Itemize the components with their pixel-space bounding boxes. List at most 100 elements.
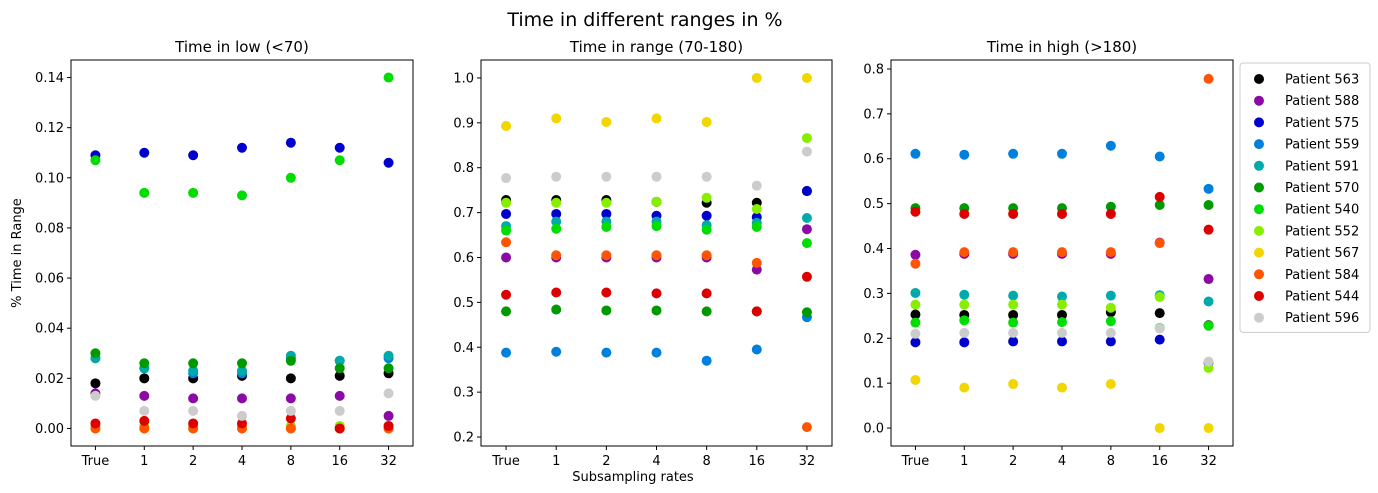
data-point	[237, 410, 247, 421]
data-point	[1057, 291, 1067, 302]
data-point	[334, 370, 345, 381]
data-point	[501, 225, 512, 236]
y-tick-label: 0.0	[863, 422, 884, 437]
data-point	[1154, 191, 1165, 202]
data-point	[1105, 327, 1116, 338]
x-tick-label: 8	[1107, 454, 1115, 469]
data-point	[801, 186, 812, 197]
data-point	[90, 378, 101, 389]
x-tick-label: True	[491, 454, 520, 469]
series-patient-544	[501, 271, 812, 317]
legend-label: Patient 540	[1285, 203, 1359, 218]
data-point	[139, 147, 150, 158]
legend-marker	[1254, 74, 1264, 84]
x-tick-label: True	[901, 454, 930, 469]
data-point	[959, 149, 970, 160]
x-tick-label: 32	[380, 454, 397, 469]
data-point	[334, 355, 345, 366]
x-tick-label: 2	[189, 454, 197, 469]
data-point	[1057, 336, 1067, 347]
data-point	[1203, 320, 1214, 331]
legend-label: Patient 563	[1285, 73, 1359, 88]
data-point	[90, 348, 101, 359]
data-point	[551, 171, 562, 182]
x-tick-label: 32	[1200, 454, 1217, 469]
series-patient-588	[501, 224, 812, 275]
data-point	[1057, 309, 1067, 320]
y-tick-label: 0.1	[863, 377, 884, 392]
data-point	[1105, 208, 1116, 219]
data-point	[1105, 302, 1116, 313]
y-tick-label: 0.7	[863, 107, 884, 122]
series-patient-570	[90, 348, 394, 374]
data-point	[383, 157, 394, 168]
data-point	[910, 375, 921, 386]
data-point	[1154, 334, 1165, 345]
data-point	[751, 257, 762, 268]
data-point	[601, 287, 612, 298]
y-tick-label: 0.4	[453, 341, 474, 356]
data-point	[910, 309, 921, 320]
data-point	[139, 423, 150, 434]
data-point	[1008, 379, 1019, 390]
panels: Time in low (<70) % Time in Range True 1 2 4 8…	[10, 38, 1234, 469]
data-point	[910, 258, 921, 269]
legend-label: Patient 575	[1285, 116, 1359, 131]
data-point	[701, 306, 712, 317]
series-patient-575	[90, 137, 394, 168]
y-tick-label: 0.12	[35, 121, 64, 136]
y-tick-label: 0.06	[35, 272, 64, 287]
data-point	[188, 187, 199, 198]
data-point	[139, 415, 150, 426]
series-patient-559	[501, 312, 812, 366]
data-point	[383, 420, 394, 431]
legend-marker	[1254, 269, 1264, 280]
data-point	[801, 238, 812, 249]
data-point	[701, 250, 712, 261]
data-point	[139, 373, 150, 384]
data-point	[910, 206, 921, 217]
data-point	[601, 305, 612, 316]
series-patient-540	[501, 221, 812, 249]
data-point	[1008, 299, 1019, 310]
data-point	[383, 72, 394, 83]
panel-title: Time in high (>180)	[986, 38, 1137, 56]
series-patient-540	[90, 72, 394, 201]
data-point	[285, 137, 296, 148]
data-point	[551, 223, 562, 234]
data-point	[1057, 208, 1067, 219]
x-tick-label: 16	[749, 454, 766, 469]
data-point	[139, 405, 150, 416]
x-tick-label: 4	[652, 454, 660, 469]
data-point	[751, 344, 762, 355]
data-point	[1154, 308, 1165, 319]
data-point	[501, 306, 512, 317]
data-point	[651, 305, 662, 316]
y-tick-label: 0.02	[35, 372, 64, 387]
plot-frame	[70, 59, 414, 447]
data-point	[551, 287, 562, 298]
data-point	[551, 250, 562, 261]
data-point	[1105, 140, 1116, 151]
data-point	[501, 289, 512, 300]
data-point	[701, 171, 712, 182]
data-point	[701, 192, 712, 203]
series-patient-584	[910, 73, 1214, 269]
data-point	[601, 171, 612, 182]
y-axis-label: % Time in Range	[10, 198, 25, 308]
data-point	[1057, 148, 1067, 159]
data-point	[1008, 148, 1019, 159]
data-point	[1203, 274, 1214, 285]
data-point	[1154, 323, 1165, 334]
data-point	[1057, 382, 1067, 393]
series-patient-567	[501, 72, 812, 131]
data-point	[751, 180, 762, 191]
legend-label: Patient 567	[1285, 246, 1359, 261]
data-point	[188, 150, 199, 161]
data-point	[959, 315, 970, 326]
data-point	[701, 210, 712, 221]
series-patient-596	[90, 388, 394, 421]
data-point	[237, 365, 247, 376]
data-point	[701, 288, 712, 299]
